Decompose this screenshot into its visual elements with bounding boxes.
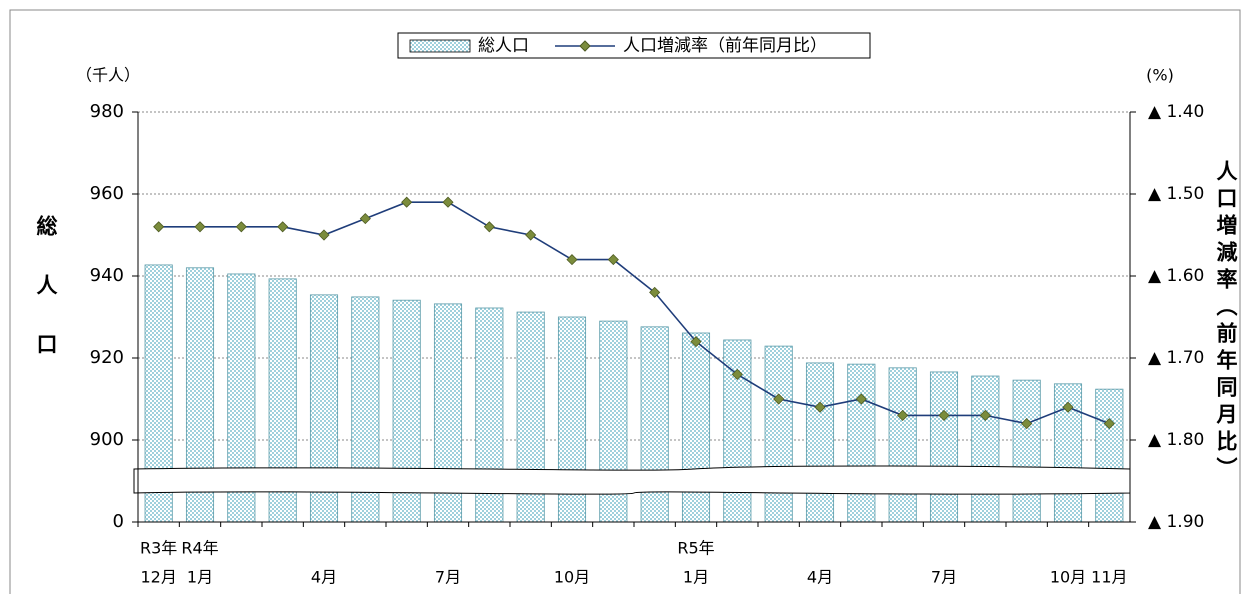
x-tick-label: 10月: [1050, 568, 1086, 587]
y2-tick-label: ▲ 1.70: [1148, 348, 1204, 368]
line: [158, 201, 1110, 425]
y-tick-label: 900: [90, 429, 124, 450]
x-tick-label: 7月: [435, 568, 461, 587]
marker: [318, 229, 330, 241]
marker: [938, 409, 950, 421]
marker: [483, 221, 495, 233]
marker: [731, 368, 743, 380]
y2-tick-label: ▲ 1.90: [1148, 512, 1204, 532]
bar: [929, 371, 959, 523]
marker: [153, 221, 165, 233]
marker: [773, 393, 785, 405]
marker: [607, 254, 619, 266]
x-tick-label: 12月: [140, 568, 176, 587]
y-axis-title: 総人口: [34, 214, 58, 392]
x-tick-label: 4月: [311, 568, 337, 587]
x-year-label: R4年: [181, 539, 218, 558]
marker: [235, 221, 247, 233]
bar: [971, 375, 1000, 523]
y2-tick-label: ▲ 1.60: [1148, 266, 1204, 286]
x-year-label: R5年: [677, 539, 714, 558]
y2-tick-label: ▲ 1.40: [1148, 102, 1204, 122]
marker: [649, 286, 661, 298]
marker: [401, 196, 413, 208]
marker: [979, 409, 991, 421]
x-tick-label: 10月: [554, 568, 590, 587]
marker: [814, 401, 826, 413]
marker: [1103, 418, 1115, 430]
frame: [9, 9, 1241, 594]
x-tick-label: 1月: [683, 568, 709, 587]
bar: [764, 345, 793, 523]
y-tick-label: 940: [90, 265, 124, 286]
x-tick-label: 1月: [187, 568, 213, 587]
y2-tick-label: ▲ 1.50: [1148, 184, 1204, 204]
marker: [1062, 401, 1074, 413]
x-year-label: R3年: [140, 539, 177, 558]
legend: 総人口 人口増減率（前年同月比）: [397, 32, 871, 59]
marker: [690, 336, 702, 348]
bar: [888, 367, 917, 523]
y-tick-label: 920: [90, 347, 124, 368]
y2-axis-title: 人口増減率（前年同月比）: [1214, 160, 1239, 484]
legend-swatch: [409, 39, 471, 53]
marker: [525, 229, 537, 241]
marker: [897, 409, 909, 421]
y-unit: （千人）: [76, 66, 140, 85]
marker: [442, 196, 454, 208]
bar: [1095, 388, 1124, 523]
marker: [855, 393, 867, 405]
legend-label: 人口増減率（前年同月比）: [623, 36, 827, 56]
bar: [805, 362, 835, 523]
marker: [277, 221, 289, 233]
legend-box: [397, 32, 871, 59]
marker: [194, 221, 206, 233]
marker: [359, 213, 371, 225]
x-tick-label: 7月: [931, 568, 957, 587]
y2-unit: (%): [1146, 66, 1174, 85]
bar: [1012, 379, 1041, 523]
bar: [847, 363, 876, 523]
x-tick-label: 11月: [1091, 568, 1127, 587]
y-tick-label: 980: [90, 101, 124, 122]
marker: [566, 254, 578, 266]
axis-break: [133, 465, 1131, 495]
legend-marker: [579, 40, 591, 52]
legend-label: 総人口: [478, 36, 529, 56]
x-tick-label: 4月: [807, 568, 833, 587]
bar: [681, 332, 711, 523]
y2-tick-label: ▲ 1.80: [1148, 430, 1204, 450]
bar: [640, 326, 669, 523]
marker: [1021, 418, 1033, 430]
y-tick-label: 0: [113, 511, 124, 532]
y-tick-label: 960: [90, 183, 124, 204]
